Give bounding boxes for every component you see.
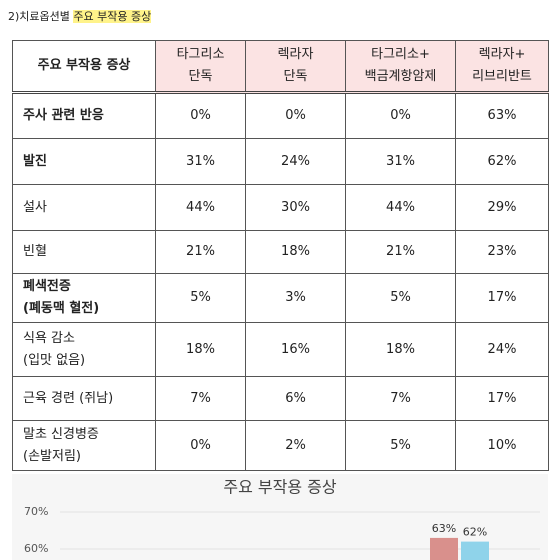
row-label: 빈혈 — [12, 230, 156, 274]
cell-line: 백금계항암제 — [364, 69, 437, 84]
row-label: 발진 — [12, 138, 156, 185]
value-cell: 0% — [345, 92, 456, 139]
cell-line: 타그리소+ — [371, 47, 430, 62]
table-row: 주사 관련 반응 0% 0% 0% 63% — [12, 92, 549, 139]
header-cell: 렉라자+ 리브리반트 — [455, 40, 549, 94]
table-row: 설사 44% 30% 44% 29% — [12, 184, 549, 231]
side-effect-table: 주요 부작용 증상 타그리소 단독 렉라자 단독 타그리소+ 백금계항암제 렉라자+ 리브리반트… — [12, 40, 549, 471]
value-cell: 29% — [455, 184, 549, 231]
value-cell: 24% — [455, 322, 549, 377]
table-row: 근육 경련 (쥐남) 7% 6% 7% 17% — [12, 376, 549, 421]
value-cell: 30% — [245, 184, 346, 231]
value-cell: 3% — [245, 273, 346, 323]
bar — [430, 537, 458, 560]
header-cell: 타그리소+ 백금계항암제 — [345, 40, 456, 94]
value-cell: 44% — [345, 184, 456, 231]
value-cell: 62% — [455, 138, 549, 185]
header-row: 주요 부작용 증상 타그리소 단독 렉라자 단독 타그리소+ 백금계항암제 렉라자+ 리브리반트 — [12, 40, 549, 94]
value-cell: 18% — [155, 322, 246, 377]
value-cell: 18% — [245, 230, 346, 274]
cell-line: 단독 — [283, 69, 308, 84]
value-cell: 18% — [345, 322, 456, 377]
bar — [461, 541, 489, 560]
value-cell: 5% — [345, 273, 456, 323]
row-label: 설사 — [12, 184, 156, 231]
row-label: 식욕 감소 (입맛 없음) — [12, 322, 156, 377]
table-row: 폐색전증 (폐동맥 혈전) 5% 3% 5% 17% — [12, 273, 549, 323]
chart: 주요 부작용 증상 70% 60% 63% 62% — [12, 474, 548, 560]
cell-line: 설사 — [23, 199, 47, 215]
header-cell: 주요 부작용 증상 — [12, 40, 156, 94]
value-cell: 0% — [155, 92, 246, 139]
value-cell: 16% — [245, 322, 346, 377]
cell-line: (손발저림) — [23, 448, 81, 464]
bar-label: 62% — [463, 526, 487, 539]
value-cell: 31% — [345, 138, 456, 185]
row-label: 근육 경련 (쥐남) — [12, 376, 156, 421]
row-label: 폐색전증 (폐동맥 혈전) — [12, 273, 156, 323]
table-row: 발진 31% 24% 31% 62% — [12, 138, 549, 185]
table-row: 말초 신경병증 (손발저림) 0% 2% 5% 10% — [12, 420, 549, 471]
chart-title: 주요 부작용 증상 — [223, 478, 336, 497]
value-cell: 63% — [455, 92, 549, 139]
cell-line: (입맛 없음) — [23, 352, 86, 368]
value-cell: 7% — [345, 376, 456, 421]
cell-line: 리브리반트 — [472, 69, 532, 84]
value-cell: 24% — [245, 138, 346, 185]
cell-line: 타그리소 — [176, 47, 225, 62]
value-cell: 17% — [455, 376, 549, 421]
value-cell: 5% — [345, 420, 456, 471]
caption-prefix: 2)치료옵션별 — [8, 10, 74, 23]
value-cell: 44% — [155, 184, 246, 231]
value-cell: 6% — [245, 376, 346, 421]
cell-line: 폐색전증 — [23, 279, 71, 294]
cell-line: (폐동맥 혈전) — [23, 301, 100, 316]
caption-highlight: 주요 부작용 증상 — [73, 10, 152, 23]
value-cell: 5% — [155, 273, 246, 323]
y-tick-label: 60% — [24, 542, 48, 555]
value-cell: 0% — [155, 420, 246, 471]
row-label: 주사 관련 반응 — [12, 92, 156, 139]
table-row: 빈혈 21% 18% 21% 23% — [12, 230, 549, 274]
cell-line: 렉라자 — [277, 47, 314, 62]
y-tick-label: 70% — [24, 505, 48, 518]
cell-line: 식욕 감소 — [23, 330, 75, 346]
cell-line: 발진 — [23, 153, 47, 169]
value-cell: 17% — [455, 273, 549, 323]
cell-line: 렉라자+ — [478, 47, 526, 62]
value-cell: 0% — [245, 92, 346, 139]
value-cell: 21% — [345, 230, 456, 274]
cell-line: 주요 부작용 증상 — [37, 58, 131, 73]
chart-background — [12, 474, 548, 560]
caption: 2)치료옵션별 주요 부작용 증상 — [8, 8, 152, 24]
value-cell: 7% — [155, 376, 246, 421]
value-cell: 23% — [455, 230, 549, 274]
row-label: 말초 신경병증 (손발저림) — [12, 420, 156, 471]
cell-line: 근육 경련 (쥐남) — [23, 390, 114, 406]
cell-line: 주사 관련 반응 — [23, 108, 104, 123]
value-cell: 21% — [155, 230, 246, 274]
value-cell: 2% — [245, 420, 346, 471]
table-row: 식욕 감소 (입맛 없음) 18% 16% 18% 24% — [12, 322, 549, 377]
value-cell: 10% — [455, 420, 549, 471]
cell-line: 말초 신경병증 — [23, 426, 99, 442]
cell-line: 단독 — [188, 69, 213, 84]
bar-label: 63% — [432, 522, 456, 535]
value-cell: 31% — [155, 138, 246, 185]
cell-line: 빈혈 — [23, 244, 47, 259]
